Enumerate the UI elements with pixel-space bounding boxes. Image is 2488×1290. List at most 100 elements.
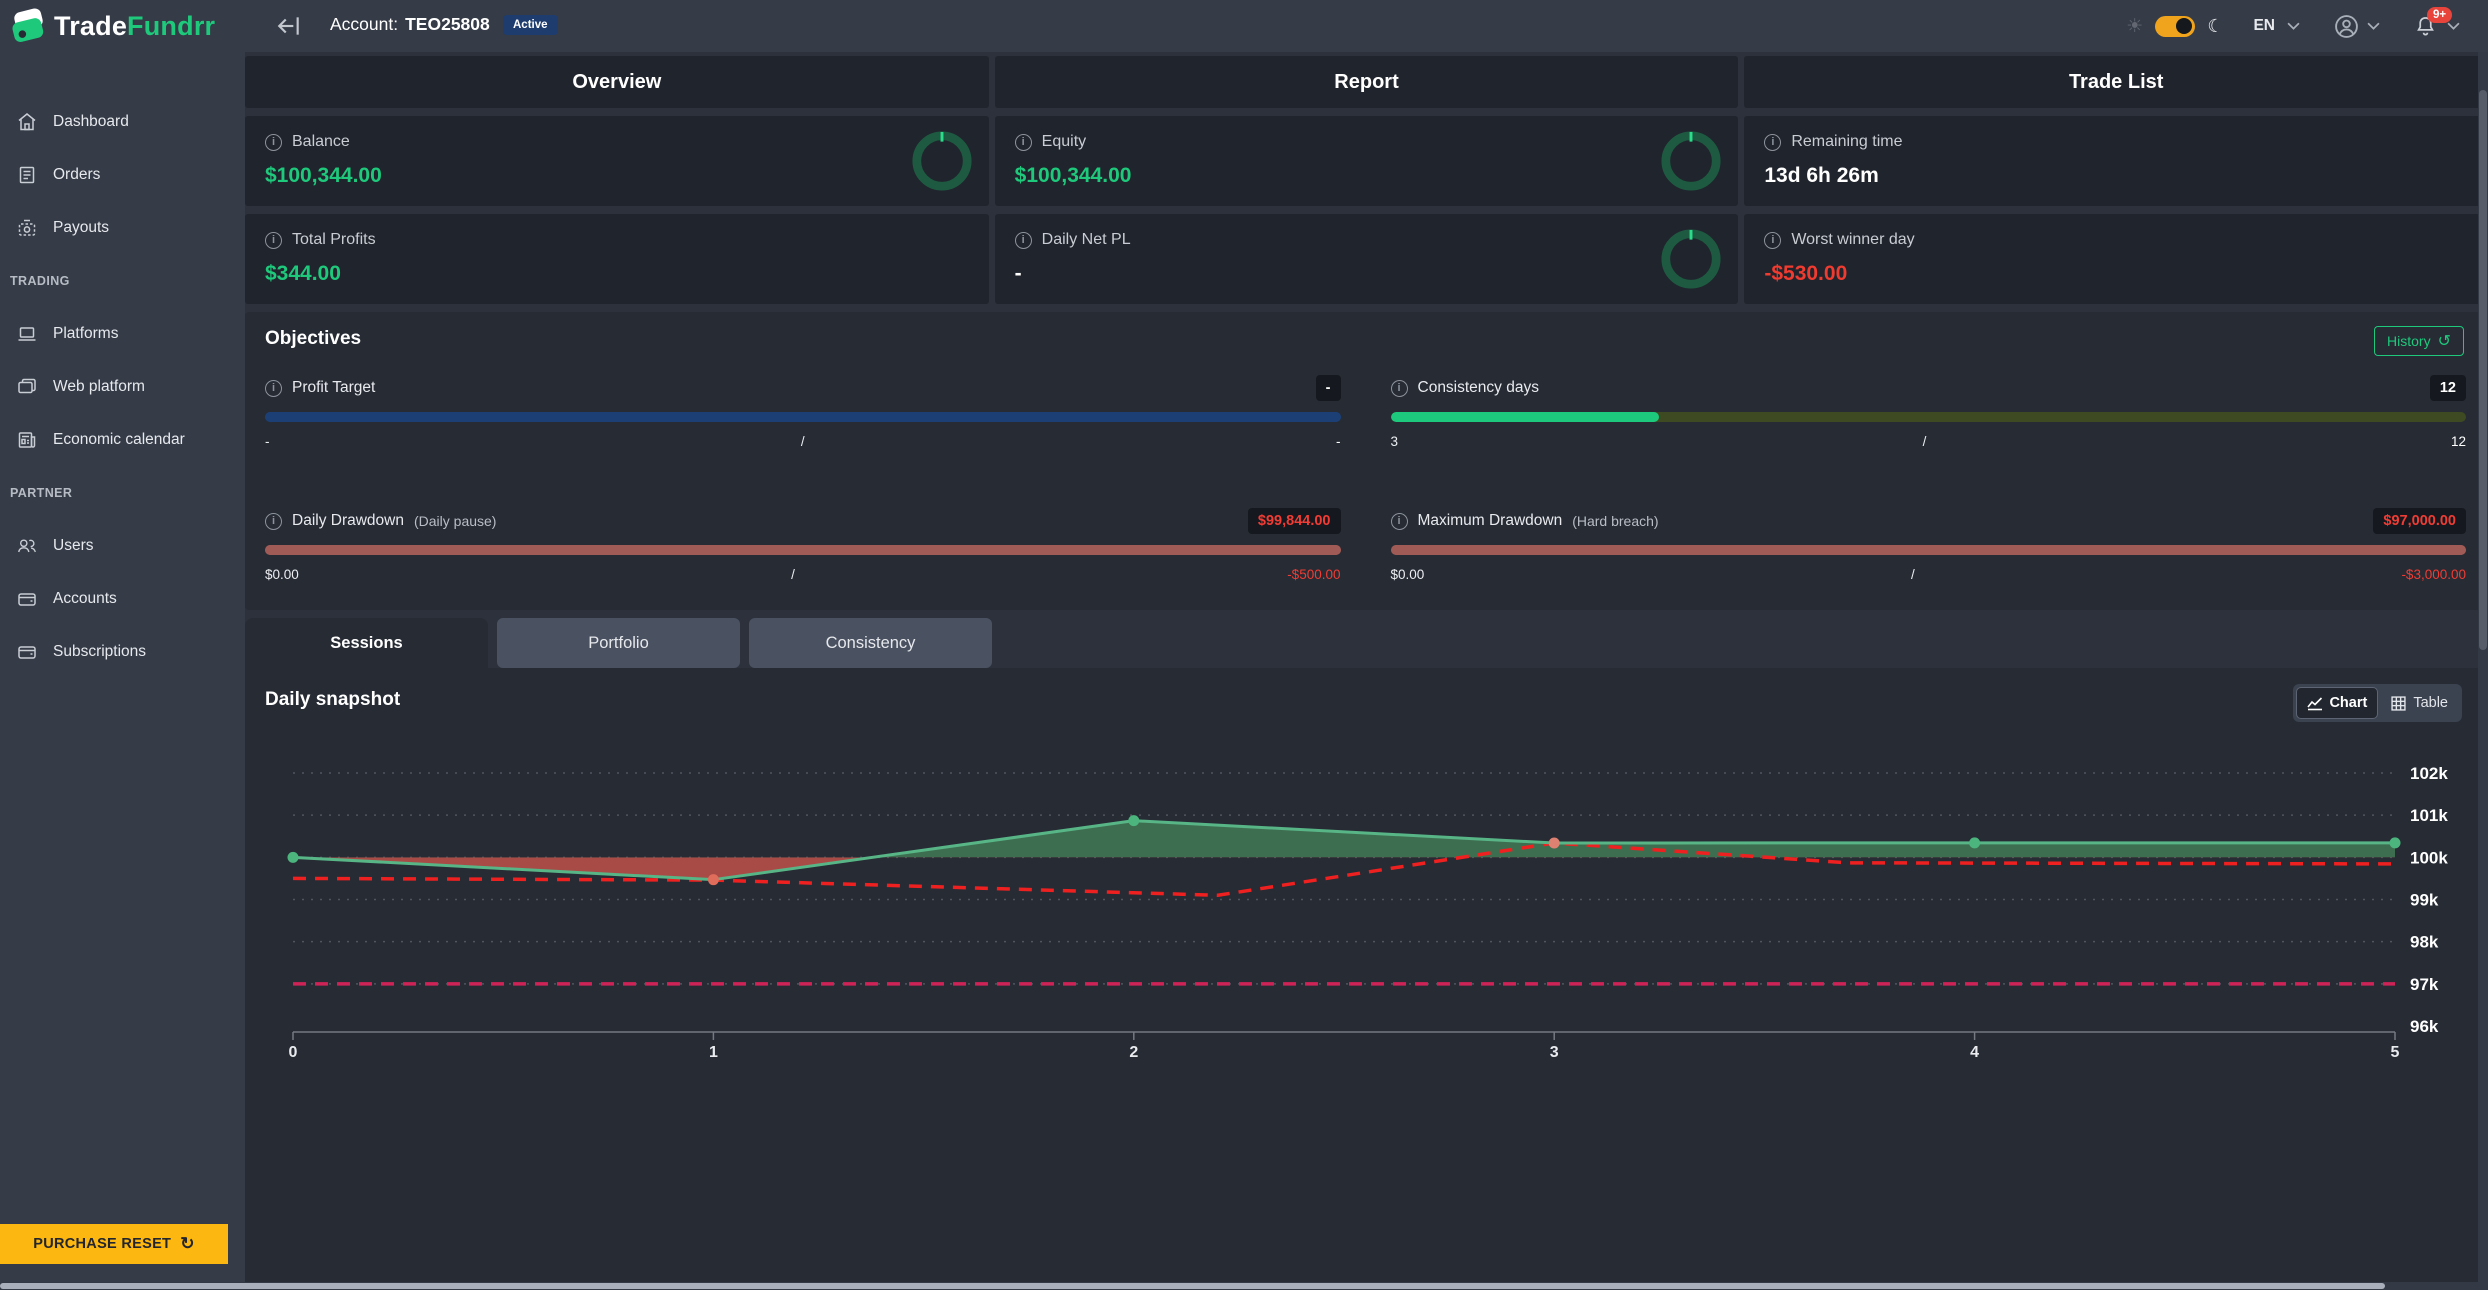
sidebar-section-partner: PARTNER (10, 485, 73, 500)
browser-windows-icon (18, 378, 36, 393)
sidebar-item-orders[interactable]: Orders (0, 148, 245, 201)
sidebar-item-label: Subscriptions (53, 642, 147, 660)
info-icon[interactable]: i (265, 231, 282, 249)
sidebar-item-accounts[interactable]: Accounts (0, 572, 245, 625)
chart-view-button[interactable]: Chart (2296, 687, 2379, 719)
objective-maximum-drawdown: i Maximum Drawdown (Hard breach) $97,000… (1390, 507, 2466, 582)
sidebar-item-label: Payouts (53, 218, 110, 236)
vertical-scrollbar[interactable] (2478, 52, 2488, 1282)
line-chart-icon (2307, 696, 2323, 711)
objective-progress-bar (265, 412, 1341, 422)
language-selector[interactable]: EN (2253, 17, 2275, 34)
sidebar: TradeFundrr Dashboard Orders Payouts (0, 0, 245, 1290)
users-icon (18, 538, 36, 552)
card-value: - (1014, 262, 1022, 285)
card-head: i Remaining time (1764, 133, 2468, 151)
scale-max: -$3,000.00 (2401, 567, 2466, 582)
info-icon[interactable]: i (1764, 133, 1782, 151)
sidebar-item-label: Accounts (53, 589, 117, 607)
objective-value: $99,844.00 (1247, 508, 1341, 534)
tab-sessions[interactable]: Sessions (245, 618, 488, 668)
chevron-down-icon[interactable] (2287, 22, 2300, 31)
info-icon[interactable]: i (265, 133, 282, 151)
tab-portfolio[interactable]: Portfolio (497, 618, 740, 668)
wallet-icon (18, 592, 36, 606)
cash-box-icon (18, 219, 36, 236)
sidebar-section-trading: TRADING (10, 273, 70, 288)
scale-separator: / (1922, 434, 1927, 449)
info-icon[interactable]: i (1390, 379, 1408, 397)
objective-label: Maximum Drawdown (1417, 512, 1563, 529)
vertical-scrollbar-thumb[interactable] (2479, 90, 2487, 650)
back-button[interactable] (276, 13, 302, 39)
sidebar-item-subscriptions[interactable]: Subscriptions (0, 625, 245, 678)
scale-max: -$500.00 (1287, 567, 1341, 582)
table-view-button[interactable]: Table (2380, 687, 2459, 719)
brand-name: TradeFundrr (54, 11, 215, 42)
user-menu[interactable] (2334, 14, 2380, 39)
scale-separator: / (1910, 567, 1915, 582)
account-title: Account: TEO25808 (330, 14, 490, 35)
progress-ring (912, 131, 972, 191)
objectives-grid: i Profit Target - - / - i (265, 374, 2466, 582)
sun-icon: ☀ (2126, 15, 2144, 37)
objective-head: i Profit Target - (265, 374, 1341, 402)
sidebar-item-platforms[interactable]: Platforms (0, 307, 245, 360)
scale-separator: / (791, 567, 795, 582)
user-icon (2335, 14, 2358, 38)
progress-ring (1661, 229, 1721, 289)
refresh-icon: ↻ (180, 1234, 195, 1253)
objective-head: i Consistency days 12 (1390, 374, 2466, 402)
info-icon[interactable]: i (265, 379, 282, 397)
card-label: Worst winner day (1791, 231, 1915, 248)
info-icon[interactable]: i (1390, 512, 1408, 530)
sidebar-item-users[interactable]: Users (0, 519, 245, 572)
svg-text:2: 2 (1129, 1044, 1138, 1061)
sidebar-nav: Dashboard Orders Payouts TRADING Platfor (0, 95, 245, 678)
info-icon[interactable]: i (1764, 231, 1782, 249)
card-head: i Worst winner day (1764, 231, 2468, 249)
brand-logo[interactable]: TradeFundrr (8, 7, 215, 45)
objectives-title: Objectives (265, 328, 362, 349)
sidebar-item-label: Orders (53, 165, 101, 183)
sidebar-item-label: Users (53, 536, 94, 554)
theme-toggle[interactable] (2155, 15, 2196, 37)
info-icon[interactable]: i (1014, 133, 1032, 151)
history-label: History (2387, 333, 2431, 349)
card-value: 13d 6h 26m (1764, 164, 1879, 187)
objective-progress-bar (1390, 412, 2466, 422)
svg-text:101k: 101k (2410, 806, 2448, 825)
history-button[interactable]: History ↺ (2374, 326, 2464, 356)
horizontal-scrollbar-thumb[interactable] (0, 1283, 2385, 1289)
card-value: $344.00 (265, 262, 341, 285)
sidebar-item-label: Economic calendar (53, 430, 185, 448)
svg-text:96k: 96k (2410, 1017, 2439, 1036)
sidebar-item-payouts[interactable]: Payouts (0, 201, 245, 254)
tab-overview[interactable]: Overview (245, 56, 989, 108)
card-head: i Balance (265, 133, 969, 151)
tab-report[interactable]: Report (994, 56, 1739, 108)
total-profits-card: i Total Profits $344.00 (245, 214, 989, 304)
info-icon[interactable]: i (1014, 231, 1032, 249)
tab-trade-list[interactable]: Trade List (1744, 56, 2488, 108)
laptop-icon (18, 326, 36, 341)
topbar-actions: ☀ ☾ EN 9+ (2126, 0, 2460, 52)
objective-label: Consistency days (1417, 379, 1539, 396)
objective-head: i Maximum Drawdown (Hard breach) $97,000… (1390, 507, 2466, 535)
sidebar-item-web-platform[interactable]: Web platform (0, 360, 245, 413)
purchase-reset-button[interactable]: PURCHASE RESET ↻ (0, 1224, 228, 1264)
main-content: Overview Report Trade List i Balance $10… (245, 0, 2488, 1290)
objective-progress-bar (1390, 545, 2466, 555)
sidebar-item-dashboard[interactable]: Dashboard (0, 95, 245, 148)
daily-net-pl-card: i Daily Net PL - (994, 214, 1739, 304)
info-icon[interactable]: i (265, 512, 282, 530)
notifications-menu[interactable]: 9+ (2414, 6, 2460, 38)
horizontal-scrollbar[interactable] (0, 1282, 2488, 1290)
svg-text:97k: 97k (2410, 975, 2439, 994)
card-head: i Total Profits (265, 231, 969, 249)
svg-text:98k: 98k (2410, 933, 2439, 952)
card-label: Total Profits (292, 231, 376, 248)
sidebar-item-economic-calendar[interactable]: Economic calendar (0, 413, 245, 466)
tab-consistency[interactable]: Consistency (749, 618, 992, 668)
